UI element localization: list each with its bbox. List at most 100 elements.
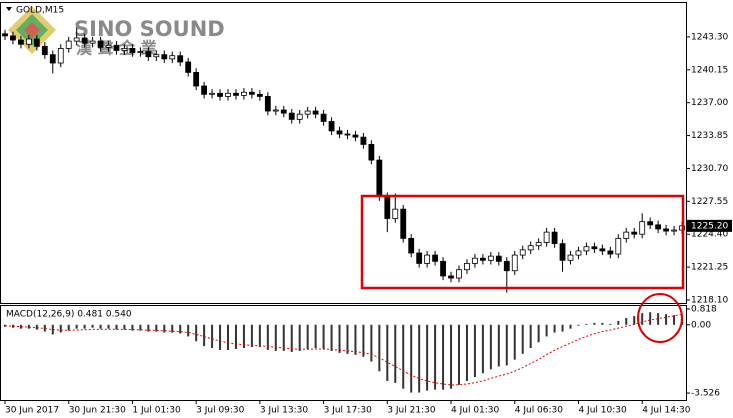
candle-body — [241, 91, 247, 96]
candle-body — [559, 243, 566, 261]
y-tick-label: 1237.00 — [691, 98, 728, 108]
macd-bar — [306, 324, 309, 350]
macd-bar — [394, 324, 397, 383]
candle-body — [551, 231, 558, 245]
macd-bar — [410, 324, 413, 393]
macd-bar — [601, 322, 604, 325]
macd-bar — [131, 324, 134, 331]
candle-body — [161, 54, 168, 60]
candle-body — [2, 33, 8, 37]
macd-bar — [481, 324, 484, 374]
macd-bar — [163, 324, 166, 333]
candle-body — [25, 38, 32, 45]
candle-body — [511, 254, 518, 272]
macd-bar — [354, 324, 357, 355]
candle-body — [10, 35, 16, 41]
candle-body — [73, 37, 80, 42]
candle-body — [376, 159, 383, 198]
y-tick-label: 1243.30 — [691, 32, 728, 42]
candle-body — [599, 248, 606, 252]
candle-body — [575, 250, 582, 256]
macd-bar — [258, 324, 261, 348]
x-tick-label: 3 Jul 21:30 — [387, 406, 436, 416]
candle-body — [233, 92, 239, 96]
macd-bar — [139, 324, 142, 331]
candle-body — [97, 40, 104, 48]
macd-bar — [43, 324, 46, 332]
candle-body — [81, 37, 88, 44]
candle-body — [201, 85, 208, 95]
highlight-box — [360, 194, 685, 290]
candle-body — [169, 55, 176, 60]
candle-body — [113, 44, 120, 51]
macd-bar — [171, 324, 174, 333]
macd-bar — [370, 324, 373, 362]
macd-bar — [51, 324, 54, 335]
macd-bar — [266, 324, 269, 350]
x-tick-label: 3 Jul 13:30 — [260, 406, 309, 416]
candle-body — [312, 110, 319, 115]
candle-body — [527, 245, 534, 251]
macd-bar — [91, 324, 94, 328]
marks: 1218.10 1221.25 1224.40 1227.55 1230.70 1233.… — [2, 27, 732, 416]
macd-bar — [83, 324, 86, 329]
macd-bar — [402, 324, 405, 389]
macd-frame — [0, 305, 687, 401]
macd-bar — [673, 315, 676, 325]
candle-body — [647, 221, 654, 226]
candle-body — [623, 231, 630, 239]
macd-bar — [593, 322, 596, 325]
macd-bar — [155, 324, 158, 332]
macd-bar — [147, 324, 150, 332]
candle-body — [392, 208, 399, 219]
candle-body — [249, 91, 255, 95]
macd-bar — [553, 324, 556, 333]
candle-body — [280, 109, 287, 114]
candle-body — [177, 55, 184, 63]
watermark: SINO SOUND — [74, 17, 225, 41]
candle-body — [57, 48, 64, 64]
candle-body — [41, 45, 48, 56]
title-icon — [6, 7, 12, 11]
candle-body — [639, 221, 646, 235]
y-tick-label: 1227.55 — [691, 197, 728, 207]
macd-bar — [505, 324, 508, 366]
y-tick-label: 1240.15 — [691, 65, 728, 75]
macd-bar — [338, 324, 341, 353]
candle-body — [591, 246, 598, 250]
candle-body — [655, 224, 662, 230]
macd-bar — [282, 324, 285, 351]
logo-core — [24, 22, 40, 38]
macd-bar — [497, 324, 500, 367]
y-tick-label: 0.00 — [691, 320, 711, 330]
candle-body — [336, 130, 343, 135]
candle-body — [440, 260, 446, 277]
macd-bar — [569, 324, 572, 329]
macd-bar — [298, 324, 301, 351]
macd-bar — [545, 324, 548, 337]
macd-bar — [250, 324, 253, 348]
y-tick-label: 1233.85 — [691, 131, 728, 141]
macd-bar — [242, 324, 245, 349]
macd-bar — [489, 324, 492, 370]
macd-bar — [442, 324, 445, 390]
candle-body — [583, 246, 590, 252]
candle-body — [33, 38, 40, 47]
x-tick-label: 4 Jul 14:30 — [642, 406, 691, 416]
macd-bar — [561, 324, 564, 332]
macd-bar — [67, 324, 70, 331]
macd-bar — [457, 324, 460, 385]
candle-body — [567, 254, 574, 261]
signal-line — [4, 313, 683, 386]
macd-bar — [529, 324, 532, 349]
x-tick-label: 4 Jul 01:30 — [451, 406, 500, 416]
macd-bar — [290, 324, 293, 352]
y-tick-label: 1224.40 — [691, 230, 728, 240]
candle-body — [65, 40, 72, 49]
candle-body — [352, 134, 359, 138]
y-tick-label: 0.818 — [691, 304, 717, 314]
last-price-label: 1225.20 — [691, 221, 728, 231]
candle-body — [256, 93, 263, 97]
